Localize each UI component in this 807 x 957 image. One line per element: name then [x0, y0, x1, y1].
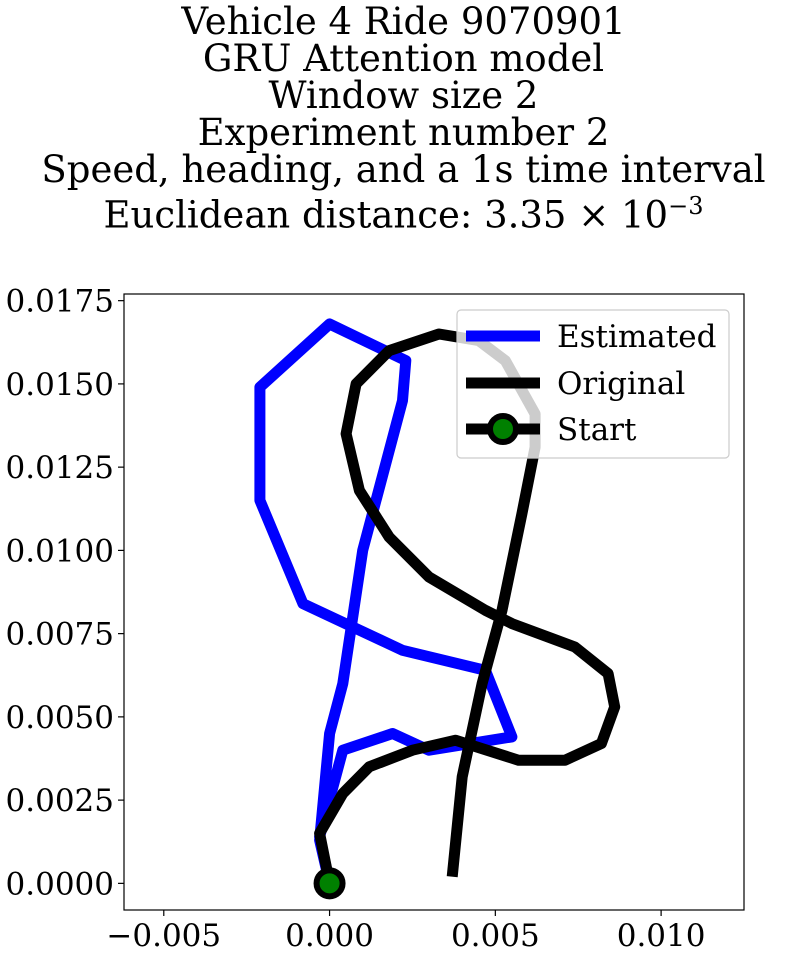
y-tick-label: 0.0075	[6, 617, 114, 653]
x-tick-label: −0.005	[106, 918, 221, 954]
y-tick-label: 0.0025	[6, 783, 114, 819]
y-tick-label: 0.0100	[6, 533, 114, 569]
y-tick-label: 0.0175	[6, 284, 114, 320]
title-line-5: Speed, heading, and a 1s time interval	[41, 148, 766, 191]
x-tick-label: 0.010	[617, 918, 706, 954]
title-line-4: Experiment number 2	[197, 111, 610, 154]
metric-line: Euclidean distance: 3.35 × 10−3	[0, 188, 807, 233]
legend-box	[456, 309, 730, 459]
y-axis: 0.0000 0.0025 0.0050 0.0075 0.0100 0.0125 0.01…	[6, 284, 124, 902]
x-tick-label: 0.005	[451, 918, 540, 954]
start-marker	[313, 867, 346, 900]
title-line-2: GRU Attention model	[202, 37, 605, 80]
legend-label-estimated: Estimated	[557, 319, 716, 355]
y-tick-label: 0.0125	[6, 450, 114, 486]
legend-marker-start	[487, 413, 519, 445]
title-line-1: Vehicle 4 Ride 9070901	[181, 0, 626, 43]
y-tick-label: 0.0050	[6, 700, 114, 736]
legend: Estimated Original Start	[456, 309, 730, 459]
plot-area-frame	[123, 293, 745, 911]
metric-label: Euclidean distance: 3.35 × 10	[103, 193, 669, 237]
y-tick-label: 0.0150	[6, 367, 114, 403]
chart-title-block: Vehicle 4 Ride 9070901 GRU Attention mod…	[0, 0, 807, 233]
series-line-estimated	[254, 318, 518, 885]
x-tick-label: 0.000	[285, 918, 374, 954]
legend-label-start: Start	[557, 412, 637, 448]
metric-exponent: −3	[668, 192, 704, 220]
y-tick-label: 0.0000	[6, 866, 114, 902]
legend-label-original: Original	[557, 366, 685, 402]
title-line-3: Window size 2	[268, 74, 539, 117]
x-axis: −0.005 0.000 0.005 0.010	[106, 910, 705, 954]
